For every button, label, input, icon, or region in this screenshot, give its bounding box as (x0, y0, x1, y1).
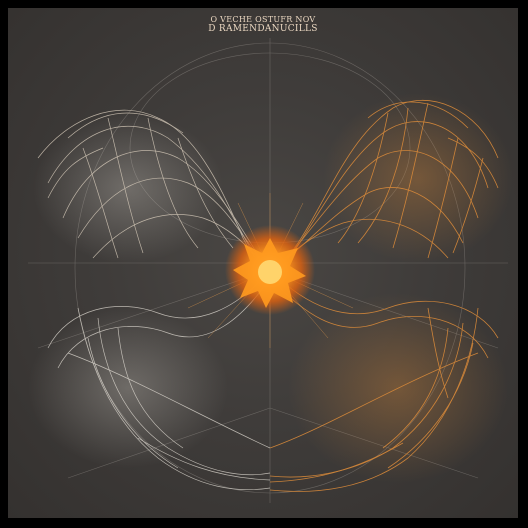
glowing-core (225, 225, 315, 315)
title-block: O VECHE OSTUFR NOV D RAMENDANUCILLS (8, 16, 518, 34)
artwork-canvas: O VECHE OSTUFR NOV D RAMENDANUCILLS (8, 8, 518, 518)
mesh-illustration (28, 38, 513, 503)
title-line-1: O VECHE OSTUFR NOV (210, 15, 316, 24)
title-line-2: D RAMENDANUCILLS (208, 24, 318, 34)
